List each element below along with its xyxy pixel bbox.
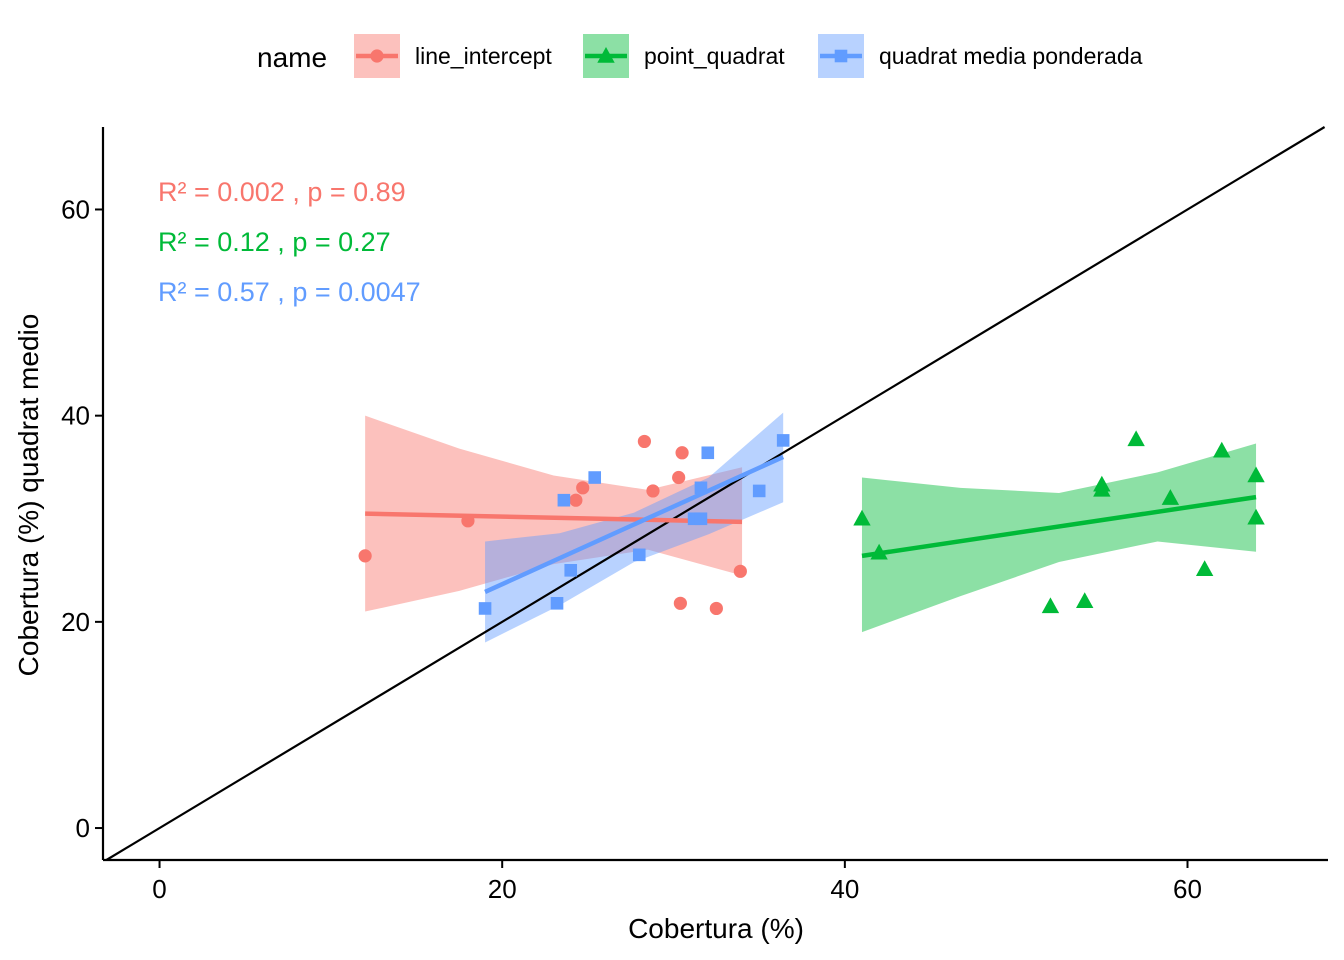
data-point-1 [870, 543, 888, 560]
data-point-0 [673, 596, 687, 610]
legend-label-0: line_intercept [415, 43, 552, 69]
data-point-1 [1195, 560, 1214, 577]
data-point-2 [478, 602, 492, 615]
data-point-2 [564, 564, 578, 577]
data-point-0 [569, 493, 583, 507]
data-point-2 [694, 512, 708, 526]
data-point-1 [1041, 597, 1060, 614]
data-point-2 [588, 471, 602, 484]
fit-line-2 [484, 454, 785, 595]
data-point-0 [461, 514, 475, 528]
legend-label-2: quadrat media ponderada [879, 43, 1143, 69]
stats-label-0: R² = 0.002 , p = 0.89 [158, 177, 406, 207]
y-axis-label: Cobertura (%) quadrat medio [13, 314, 44, 677]
data-point-2 [694, 481, 708, 495]
data-point-2 [701, 446, 715, 460]
data-point-2 [776, 434, 790, 447]
legend-marker-1 [597, 47, 615, 63]
x-tick-label: 60 [1173, 874, 1202, 904]
legend-title: name [257, 42, 327, 73]
data-point-1 [1247, 508, 1265, 525]
data-point-1 [1213, 441, 1231, 458]
data-point-0 [637, 434, 651, 449]
confidence-band-1 [861, 443, 1257, 633]
data-point-1 [853, 509, 871, 526]
x-tick-label: 0 [152, 874, 166, 904]
data-point-0 [646, 484, 660, 498]
data-point-0 [675, 446, 689, 460]
identity-line [105, 126, 1326, 861]
data-point-0 [672, 470, 686, 485]
stats-label-2: R² = 0.57 , p = 0.0047 [158, 277, 421, 307]
data-point-1 [1161, 489, 1180, 505]
data-point-0 [733, 564, 747, 578]
confidence-band-2 [485, 412, 784, 643]
data-point-0 [709, 601, 723, 616]
legend-marker-2 [834, 49, 848, 63]
x-tick-label: 20 [488, 874, 517, 904]
data-point-1 [1093, 475, 1111, 492]
x-tick-label: 40 [830, 874, 859, 904]
y-tick-label: 0 [76, 813, 90, 843]
data-point-1 [1127, 430, 1145, 447]
confidence-band-0 [365, 415, 743, 612]
data-point-0 [358, 549, 372, 563]
plot-area: R² = 0.002 , p = 0.89 R² = 0.12 , p = 0.2… [105, 126, 1326, 861]
data-point-2 [550, 596, 564, 610]
x-axis-label: Cobertura (%) [628, 913, 804, 944]
data-point-2 [557, 493, 571, 507]
stats-label-1: R² = 0.12 , p = 0.27 [158, 227, 391, 257]
legend-label-1: point_quadrat [644, 43, 785, 69]
y-tick-label: 40 [61, 401, 90, 431]
y-tick-label: 60 [61, 194, 90, 224]
data-point-2 [632, 548, 646, 562]
legend: name line_intercept point_quadrat quadrat … [257, 34, 1143, 78]
fit-line-0 [365, 511, 743, 525]
data-point-1 [1247, 466, 1265, 483]
y-tick-label: 20 [61, 607, 90, 637]
axes: 0 20 40 60 0 20 40 60 [61, 127, 1328, 904]
data-point-1 [1076, 592, 1094, 608]
fit-line-1 [861, 494, 1257, 559]
legend-marker-0 [370, 49, 384, 63]
data-point-0 [576, 481, 590, 495]
data-point-2 [752, 484, 766, 498]
